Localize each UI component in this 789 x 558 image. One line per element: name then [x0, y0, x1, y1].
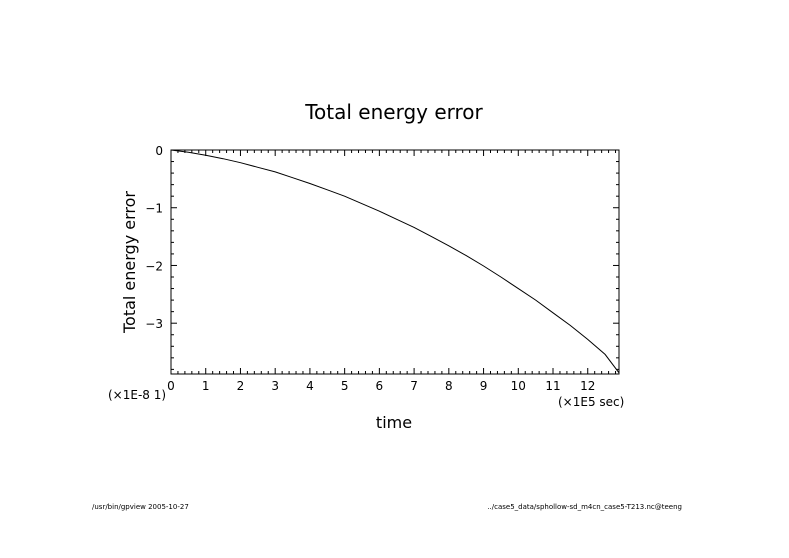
- x-ticks: 0 1 2 3 4 5 6 7 8 9 10 11 12: [167, 150, 617, 393]
- y-tick-label: 0: [155, 144, 163, 158]
- y-tick-label: −1: [145, 202, 163, 216]
- x-tick-label: 12: [580, 379, 595, 393]
- x-tick-label: 4: [306, 379, 314, 393]
- x-tick-label: 10: [511, 379, 526, 393]
- x-tick-label: 5: [341, 379, 349, 393]
- x-axis-label: time: [376, 413, 412, 432]
- x-tick-label: 8: [445, 379, 453, 393]
- y-axis-label: Total energy error: [120, 191, 139, 334]
- x-tick-label: 3: [271, 379, 279, 393]
- y-ticks: 0 −1 −2 −3: [145, 144, 619, 370]
- y-tick-label: −2: [145, 259, 163, 273]
- y-unit-label: (×1E-8 1): [108, 388, 166, 402]
- x-tick-label: 9: [480, 379, 488, 393]
- y-tick-label: −3: [145, 317, 163, 331]
- plot-frame: [170, 149, 620, 375]
- x-tick-label: 1: [202, 379, 210, 393]
- plot-area: 0 1 2 3 4 5 6 7 8 9 10 11 12 0−1−2−3: [145, 144, 620, 393]
- x-tick-label: 0: [167, 379, 175, 393]
- x-tick-label: 7: [410, 379, 418, 393]
- series-line: [170, 149, 620, 374]
- x-tick-label: 6: [376, 379, 384, 393]
- footer-left: /usr/bin/gpview 2005-10-27: [92, 503, 189, 511]
- x-tick-label: 11: [545, 379, 560, 393]
- x-unit-label: (×1E5 sec): [558, 395, 624, 409]
- chart-title: Total energy error: [304, 100, 483, 124]
- footer-right: ../case5_data/sphollow-sd_m4cn_case5-T21…: [487, 503, 682, 511]
- series-group: [170, 149, 620, 374]
- x-tick-label: 2: [237, 379, 245, 393]
